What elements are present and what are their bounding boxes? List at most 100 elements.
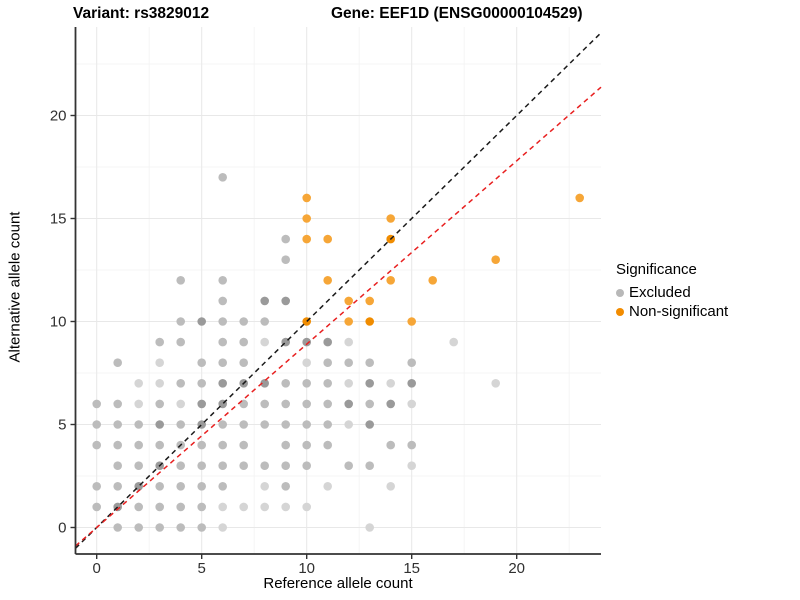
data-point-gray bbox=[197, 399, 206, 409]
data-point-orange bbox=[302, 214, 312, 223]
data-point-orange bbox=[344, 317, 354, 326]
data-point-gray bbox=[134, 440, 143, 450]
data-point-gray bbox=[176, 399, 185, 409]
data-point-gray bbox=[323, 440, 333, 450]
data-point-gray bbox=[197, 317, 206, 326]
data-point-gray bbox=[281, 399, 291, 409]
data-point-gray bbox=[134, 420, 143, 429]
x-tick-label: 20 bbox=[508, 560, 525, 577]
y-axis-label: Alternative allele count bbox=[6, 211, 24, 363]
data-point-gray bbox=[449, 337, 459, 347]
data-point-gray bbox=[302, 420, 312, 429]
data-point-gray bbox=[407, 399, 417, 409]
data-point-gray bbox=[281, 440, 291, 450]
data-point-gray bbox=[239, 502, 248, 512]
data-point-orange bbox=[365, 317, 375, 326]
data-point-gray bbox=[260, 317, 270, 326]
data-point-gray bbox=[218, 420, 227, 429]
data-point-gray bbox=[176, 337, 185, 347]
data-point-orange bbox=[323, 234, 333, 244]
data-point-gray bbox=[365, 523, 375, 532]
data-point-gray bbox=[197, 358, 206, 368]
data-point-gray bbox=[386, 440, 396, 450]
data-point-gray bbox=[155, 379, 164, 388]
data-point-gray bbox=[113, 440, 122, 450]
x-tick-label: 10 bbox=[298, 560, 315, 577]
data-point-gray bbox=[218, 358, 227, 368]
data-point-gray bbox=[281, 255, 291, 264]
data-point-gray bbox=[281, 234, 291, 244]
data-point-gray bbox=[197, 482, 206, 491]
data-point-gray bbox=[218, 317, 227, 326]
data-point-gray bbox=[323, 399, 333, 409]
data-point-gray bbox=[176, 379, 185, 388]
data-point-gray bbox=[386, 482, 396, 491]
data-point-gray bbox=[113, 482, 122, 491]
data-point-gray bbox=[365, 379, 375, 388]
data-point-orange bbox=[407, 317, 417, 326]
data-point-gray bbox=[176, 420, 185, 429]
y-tick-label: 20 bbox=[50, 108, 67, 125]
data-point-gray bbox=[176, 523, 185, 532]
data-point-gray bbox=[113, 399, 122, 409]
data-point-gray bbox=[134, 461, 143, 471]
y-tick-label: 5 bbox=[58, 417, 66, 434]
data-point-gray bbox=[197, 379, 206, 388]
data-point-gray bbox=[365, 461, 375, 471]
legend: Significance Excluded Non-significant bbox=[616, 261, 728, 322]
data-point-gray bbox=[218, 523, 227, 532]
data-point-gray bbox=[260, 482, 270, 491]
identity-line bbox=[74, 32, 602, 549]
data-point-gray bbox=[239, 461, 248, 471]
data-point-orange bbox=[491, 255, 501, 264]
data-point-gray bbox=[239, 440, 248, 450]
data-point-gray bbox=[344, 379, 354, 388]
data-point-orange bbox=[302, 234, 312, 244]
data-point-gray bbox=[281, 502, 291, 512]
data-point-gray bbox=[407, 440, 417, 450]
data-point-gray bbox=[302, 337, 312, 347]
data-point-orange bbox=[575, 193, 584, 203]
data-point-gray bbox=[176, 461, 185, 471]
data-point-gray bbox=[281, 461, 291, 471]
data-point-gray bbox=[260, 337, 270, 347]
data-point-gray bbox=[407, 358, 417, 368]
data-point-gray bbox=[218, 440, 227, 450]
x-tick-label: 5 bbox=[198, 560, 206, 577]
data-point-gray bbox=[302, 399, 312, 409]
data-point-gray bbox=[302, 358, 312, 368]
data-point-gray bbox=[218, 379, 227, 388]
data-point-gray bbox=[218, 276, 227, 285]
data-point-gray bbox=[365, 420, 375, 429]
data-point-gray bbox=[176, 502, 185, 512]
data-point-gray bbox=[260, 296, 270, 306]
data-point-orange bbox=[386, 214, 396, 223]
data-point-gray bbox=[218, 337, 227, 347]
data-point-gray bbox=[344, 399, 354, 409]
x-axis-label: Reference allele count bbox=[263, 575, 413, 592]
data-point-gray bbox=[155, 399, 164, 409]
data-point-gray bbox=[323, 420, 333, 429]
y-tick-label: 10 bbox=[50, 314, 67, 331]
data-point-gray bbox=[344, 461, 354, 471]
data-point-orange bbox=[386, 276, 396, 285]
data-point-gray bbox=[323, 379, 333, 388]
data-point-gray bbox=[155, 482, 164, 491]
data-point-orange bbox=[344, 296, 354, 306]
data-point-gray bbox=[281, 379, 291, 388]
data-point-gray bbox=[386, 379, 396, 388]
data-point-gray bbox=[155, 420, 164, 429]
data-point-gray bbox=[323, 337, 333, 347]
data-point-gray bbox=[176, 276, 185, 285]
legend-item-label: Excluded bbox=[629, 284, 691, 301]
data-point-gray bbox=[134, 523, 143, 532]
data-point-gray bbox=[134, 399, 143, 409]
non-significant-dot-icon bbox=[616, 307, 624, 316]
x-tick-label: 15 bbox=[403, 560, 420, 577]
data-point-gray bbox=[197, 440, 206, 450]
data-point-gray bbox=[218, 482, 227, 491]
data-point-gray bbox=[407, 461, 417, 471]
data-point-gray bbox=[218, 461, 227, 471]
data-point-gray bbox=[134, 379, 143, 388]
legend-item-non-significant: Non-significant bbox=[616, 303, 728, 320]
